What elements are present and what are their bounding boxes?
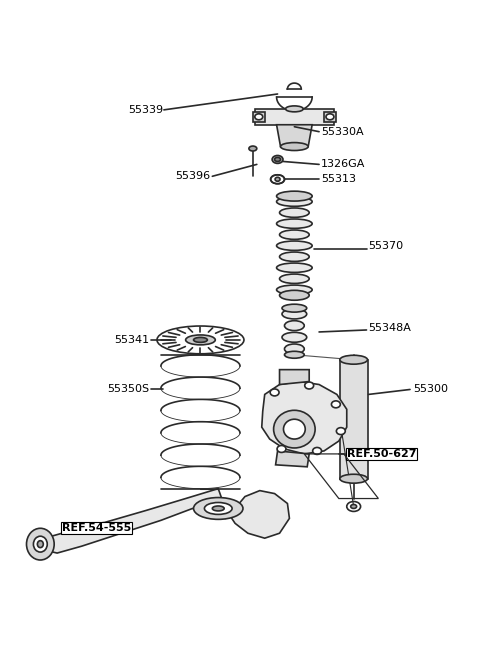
Ellipse shape xyxy=(275,178,280,181)
Ellipse shape xyxy=(284,419,305,439)
Ellipse shape xyxy=(279,230,309,239)
Ellipse shape xyxy=(274,410,315,448)
Ellipse shape xyxy=(312,447,322,455)
Ellipse shape xyxy=(340,355,368,364)
Ellipse shape xyxy=(340,474,368,483)
Ellipse shape xyxy=(351,504,357,508)
Ellipse shape xyxy=(186,335,216,345)
Text: 1326GA: 1326GA xyxy=(321,159,365,170)
Ellipse shape xyxy=(279,208,309,217)
Ellipse shape xyxy=(271,175,285,184)
Ellipse shape xyxy=(279,274,309,284)
Text: REF.50-627: REF.50-627 xyxy=(347,449,416,459)
Text: 55348A: 55348A xyxy=(369,323,411,333)
Ellipse shape xyxy=(285,321,304,331)
Ellipse shape xyxy=(276,219,312,229)
Ellipse shape xyxy=(255,114,263,120)
Ellipse shape xyxy=(276,241,312,250)
Ellipse shape xyxy=(276,263,312,272)
Polygon shape xyxy=(37,489,289,553)
Polygon shape xyxy=(279,369,309,384)
Ellipse shape xyxy=(193,337,207,343)
Text: 55341: 55341 xyxy=(114,335,149,345)
Polygon shape xyxy=(324,112,336,122)
Text: REF.50-627: REF.50-627 xyxy=(347,449,416,459)
Ellipse shape xyxy=(279,290,309,300)
Ellipse shape xyxy=(282,309,307,319)
Ellipse shape xyxy=(193,498,243,519)
Ellipse shape xyxy=(286,106,303,112)
Polygon shape xyxy=(262,382,347,454)
Ellipse shape xyxy=(212,506,224,511)
Ellipse shape xyxy=(279,252,309,261)
Text: 55339: 55339 xyxy=(128,105,163,115)
Text: 55313: 55313 xyxy=(321,174,356,184)
Ellipse shape xyxy=(276,191,312,201)
Polygon shape xyxy=(253,112,264,122)
Text: 55350S: 55350S xyxy=(107,384,149,394)
Text: 55330A: 55330A xyxy=(321,126,364,137)
Ellipse shape xyxy=(34,536,47,552)
Text: REF.54-555: REF.54-555 xyxy=(62,523,132,533)
Ellipse shape xyxy=(277,445,286,453)
Ellipse shape xyxy=(282,332,307,343)
Text: 55396: 55396 xyxy=(175,172,210,181)
Ellipse shape xyxy=(37,540,43,548)
Ellipse shape xyxy=(282,304,307,312)
Ellipse shape xyxy=(26,529,54,560)
Text: REF.54-555: REF.54-555 xyxy=(62,523,132,533)
Polygon shape xyxy=(276,451,309,467)
Ellipse shape xyxy=(276,285,312,295)
Text: 55300: 55300 xyxy=(413,384,448,394)
Ellipse shape xyxy=(270,389,279,396)
Ellipse shape xyxy=(275,157,280,161)
Ellipse shape xyxy=(272,155,283,163)
Ellipse shape xyxy=(305,382,313,389)
Text: 55370: 55370 xyxy=(369,240,404,251)
Ellipse shape xyxy=(276,197,312,206)
Ellipse shape xyxy=(285,351,304,358)
Ellipse shape xyxy=(331,401,340,408)
Polygon shape xyxy=(340,360,368,479)
Ellipse shape xyxy=(204,502,232,514)
Polygon shape xyxy=(276,124,312,147)
Ellipse shape xyxy=(285,344,304,354)
Ellipse shape xyxy=(249,146,257,151)
Ellipse shape xyxy=(326,114,334,120)
Ellipse shape xyxy=(280,143,308,151)
Polygon shape xyxy=(255,109,334,124)
Ellipse shape xyxy=(336,428,345,434)
